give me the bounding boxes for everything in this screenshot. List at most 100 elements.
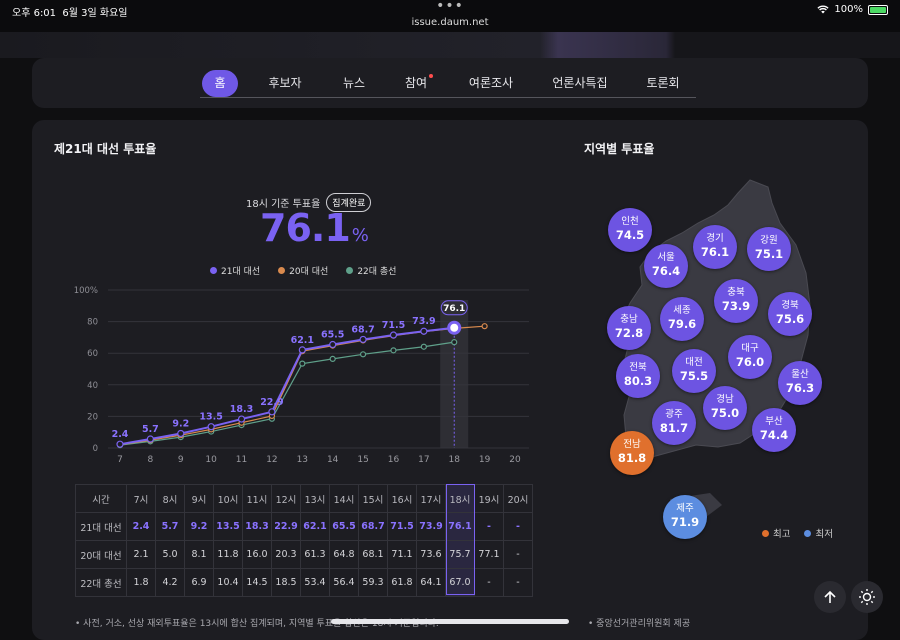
table-cell: 2.1: [126, 540, 156, 569]
tab-candidates[interactable]: 후보자: [268, 76, 302, 90]
table-cell: -: [503, 568, 533, 597]
region-value: 72.8: [614, 326, 644, 341]
status-bar: 오후 6:01 6월 3일 화요일 ••• issue.daum.net 100…: [0, 0, 900, 32]
region-name: 울산: [791, 369, 809, 380]
region-value: 74.4: [759, 428, 789, 443]
region-value: 81.8: [617, 451, 647, 466]
map-legend: 최고 최저: [762, 526, 833, 540]
region-chungnam[interactable]: 충남 72.8: [607, 306, 651, 350]
region-chungbuk[interactable]: 충북 73.9: [714, 279, 758, 323]
data-point: [420, 343, 427, 350]
region-gyeonggi[interactable]: 경기 76.1: [693, 225, 737, 269]
table-cell: 20시: [503, 484, 533, 513]
row-header: 22대 총선: [75, 568, 127, 597]
y-tick-label: 80: [87, 318, 98, 328]
tab-polls[interactable]: 여론조사: [468, 76, 514, 90]
region-gangwon[interactable]: 강원 75.1: [747, 227, 791, 271]
x-tick-label: 13: [297, 455, 308, 465]
data-label: 62.1: [291, 335, 314, 346]
region-name: 세종: [673, 305, 691, 316]
table-cell: 76.1: [445, 512, 475, 541]
region-gyeongnam[interactable]: 경남 75.0: [703, 386, 747, 430]
table-cell: 15시: [358, 484, 388, 513]
data-point: [237, 415, 246, 423]
legend-item: 21대 대선: [210, 264, 260, 277]
table-cell: 8.1: [184, 540, 214, 569]
table-cell: 11.8: [213, 540, 243, 569]
table-cell: 14시: [329, 484, 359, 513]
table-cell: 4.2: [155, 568, 185, 597]
region-incheon[interactable]: 인천 74.5: [608, 208, 652, 252]
data-point: [207, 423, 215, 431]
region-busan[interactable]: 부산 74.4: [752, 408, 796, 452]
x-tick-label: 18: [449, 455, 461, 465]
more-dots-icon[interactable]: •••: [436, 0, 464, 14]
source-note: • 중앙선거관리위원회 제공: [588, 619, 691, 629]
y-tick-label: 40: [87, 381, 98, 391]
y-tick-label: 100%: [74, 286, 98, 296]
hero-banner: [0, 32, 900, 58]
region-value: 74.5: [615, 228, 645, 243]
tab-debate[interactable]: 토론회: [646, 76, 680, 90]
sun-icon: [859, 589, 875, 605]
region-jeonbuk[interactable]: 전북 80.3: [616, 354, 660, 398]
region-jeju[interactable]: 제주 71.9: [663, 495, 707, 539]
theme-toggle-button[interactable]: [851, 581, 883, 613]
table-cell: 12시: [271, 484, 301, 513]
region-ulsan[interactable]: 울산 76.3: [778, 361, 822, 405]
region-name: 부산: [765, 416, 783, 427]
table-cell: 71.1: [387, 540, 417, 569]
data-label: 5.7: [142, 424, 159, 435]
region-daejeon[interactable]: 대전 75.5: [672, 349, 716, 393]
region-value: 76.1: [700, 245, 730, 260]
data-label: 71.5: [382, 320, 405, 331]
row-header: 20대 대선: [75, 540, 127, 569]
table-cell: -: [503, 540, 533, 569]
region-jeonnam[interactable]: 전남 81.8: [610, 431, 654, 475]
region-name: 충남: [620, 314, 638, 325]
tab-participation[interactable]: 참여: [404, 70, 433, 97]
x-tick-label: 16: [388, 455, 400, 465]
table-cell: 5.0: [155, 540, 185, 569]
chart-legend: 21대 대선 20대 대선 22대 총선: [210, 264, 396, 277]
legend-high: 최고: [762, 526, 790, 540]
tab-media-special[interactable]: 언론사특집: [552, 76, 608, 90]
region-name: 전북: [629, 362, 647, 373]
table-cell: 73.9: [416, 512, 446, 541]
turnout-basis: 18시 기준 투표율 집계완료: [246, 193, 372, 212]
y-tick-label: 20: [87, 412, 98, 422]
table-header-row: 시간 7시 8시 9시 10시 11시 12시 13시 14시 15시 16시 17시 18시 19시 20…: [75, 484, 533, 513]
region-name: 충북: [727, 287, 745, 298]
table-cell: 65.5: [329, 512, 359, 541]
tab-news[interactable]: 뉴스: [342, 76, 366, 90]
region-name: 광주: [665, 409, 683, 420]
scroll-top-button[interactable]: [814, 581, 846, 613]
legend-item: 22대 총선: [346, 264, 396, 277]
region-name: 대구: [741, 343, 759, 354]
region-sejong[interactable]: 세종 79.6: [660, 297, 704, 341]
x-tick-label: 10: [205, 455, 217, 465]
status-time: 오후 6:01 6월 3일 화요일: [12, 8, 128, 19]
row-header: 시간: [75, 484, 127, 513]
y-tick-label: 0: [93, 444, 98, 454]
url-label[interactable]: issue.daum.net: [411, 17, 489, 28]
region-value: 75.1: [754, 247, 784, 262]
data-point: [177, 429, 185, 438]
x-tick-label: 9: [178, 455, 184, 465]
table-cell: 11시: [242, 484, 272, 513]
region-seoul[interactable]: 서울 76.4: [644, 244, 688, 288]
region-gyeongbuk[interactable]: 경북 75.6: [768, 292, 812, 336]
table-cell: -: [474, 568, 504, 597]
region-value: 76.0: [735, 355, 765, 370]
region-name: 서울: [657, 252, 675, 263]
region-value: 75.5: [679, 369, 709, 384]
region-gwangju[interactable]: 광주 81.7: [652, 401, 696, 445]
table-cell: 18시: [445, 484, 475, 513]
table-cell: 14.5: [242, 568, 272, 597]
region-value: 76.4: [651, 264, 681, 279]
tab-home[interactable]: 홈: [202, 70, 238, 97]
table-cell: 71.5: [387, 512, 417, 541]
table-cell: 13시: [300, 484, 330, 513]
table-cell: 20.3: [271, 540, 301, 569]
region-daegu[interactable]: 대구 76.0: [728, 335, 772, 379]
